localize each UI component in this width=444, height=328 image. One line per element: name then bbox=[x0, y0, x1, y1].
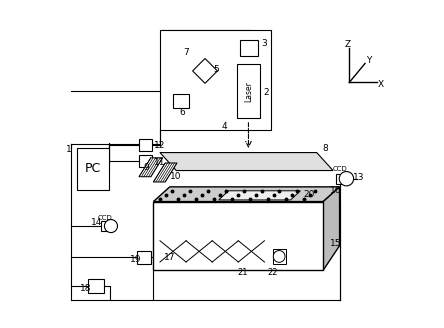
Polygon shape bbox=[139, 158, 163, 177]
Bar bbox=[139, 155, 152, 167]
Text: PC: PC bbox=[85, 162, 101, 175]
Polygon shape bbox=[154, 163, 177, 182]
Text: 18: 18 bbox=[80, 284, 91, 293]
Text: 2: 2 bbox=[264, 88, 270, 97]
Text: 20: 20 bbox=[303, 190, 314, 198]
Circle shape bbox=[273, 251, 285, 262]
Text: CCD: CCD bbox=[333, 166, 347, 172]
Text: 3: 3 bbox=[261, 39, 267, 48]
Bar bbox=[154, 202, 323, 270]
Text: 7: 7 bbox=[183, 49, 189, 57]
Polygon shape bbox=[323, 187, 340, 270]
Text: 17: 17 bbox=[164, 253, 175, 262]
Bar bbox=[77, 148, 109, 190]
Text: 11: 11 bbox=[154, 157, 166, 167]
Bar bbox=[88, 279, 104, 293]
Bar bbox=[237, 64, 260, 118]
Bar bbox=[139, 138, 152, 151]
Text: 15: 15 bbox=[330, 238, 342, 248]
Text: 21: 21 bbox=[238, 268, 248, 277]
Text: Y: Y bbox=[366, 56, 371, 65]
Bar bbox=[137, 251, 151, 264]
Circle shape bbox=[104, 219, 118, 233]
Text: 5: 5 bbox=[213, 65, 218, 74]
Polygon shape bbox=[193, 58, 218, 83]
Text: Laser: Laser bbox=[244, 81, 253, 102]
Text: 1: 1 bbox=[66, 145, 71, 154]
Text: 19: 19 bbox=[130, 255, 141, 264]
Text: X: X bbox=[377, 80, 384, 90]
Text: 16: 16 bbox=[330, 186, 342, 195]
Text: CCD: CCD bbox=[98, 215, 112, 220]
Text: 10: 10 bbox=[170, 172, 182, 181]
Bar bbox=[336, 174, 342, 184]
Polygon shape bbox=[219, 191, 301, 200]
Text: 6: 6 bbox=[179, 108, 185, 117]
Text: 9: 9 bbox=[143, 163, 149, 173]
Bar bbox=[240, 40, 258, 56]
Bar bbox=[273, 249, 285, 264]
Text: Z: Z bbox=[345, 40, 351, 49]
Bar bbox=[101, 221, 107, 231]
Polygon shape bbox=[154, 187, 340, 202]
Text: 14: 14 bbox=[91, 218, 102, 227]
Polygon shape bbox=[160, 153, 333, 171]
Text: 13: 13 bbox=[353, 173, 364, 182]
Bar bbox=[160, 30, 271, 130]
Text: 22: 22 bbox=[267, 268, 278, 277]
Text: 4: 4 bbox=[222, 122, 227, 131]
Bar bbox=[173, 94, 189, 109]
Circle shape bbox=[339, 172, 353, 186]
Text: 12: 12 bbox=[154, 141, 166, 150]
Text: 8: 8 bbox=[323, 144, 329, 153]
